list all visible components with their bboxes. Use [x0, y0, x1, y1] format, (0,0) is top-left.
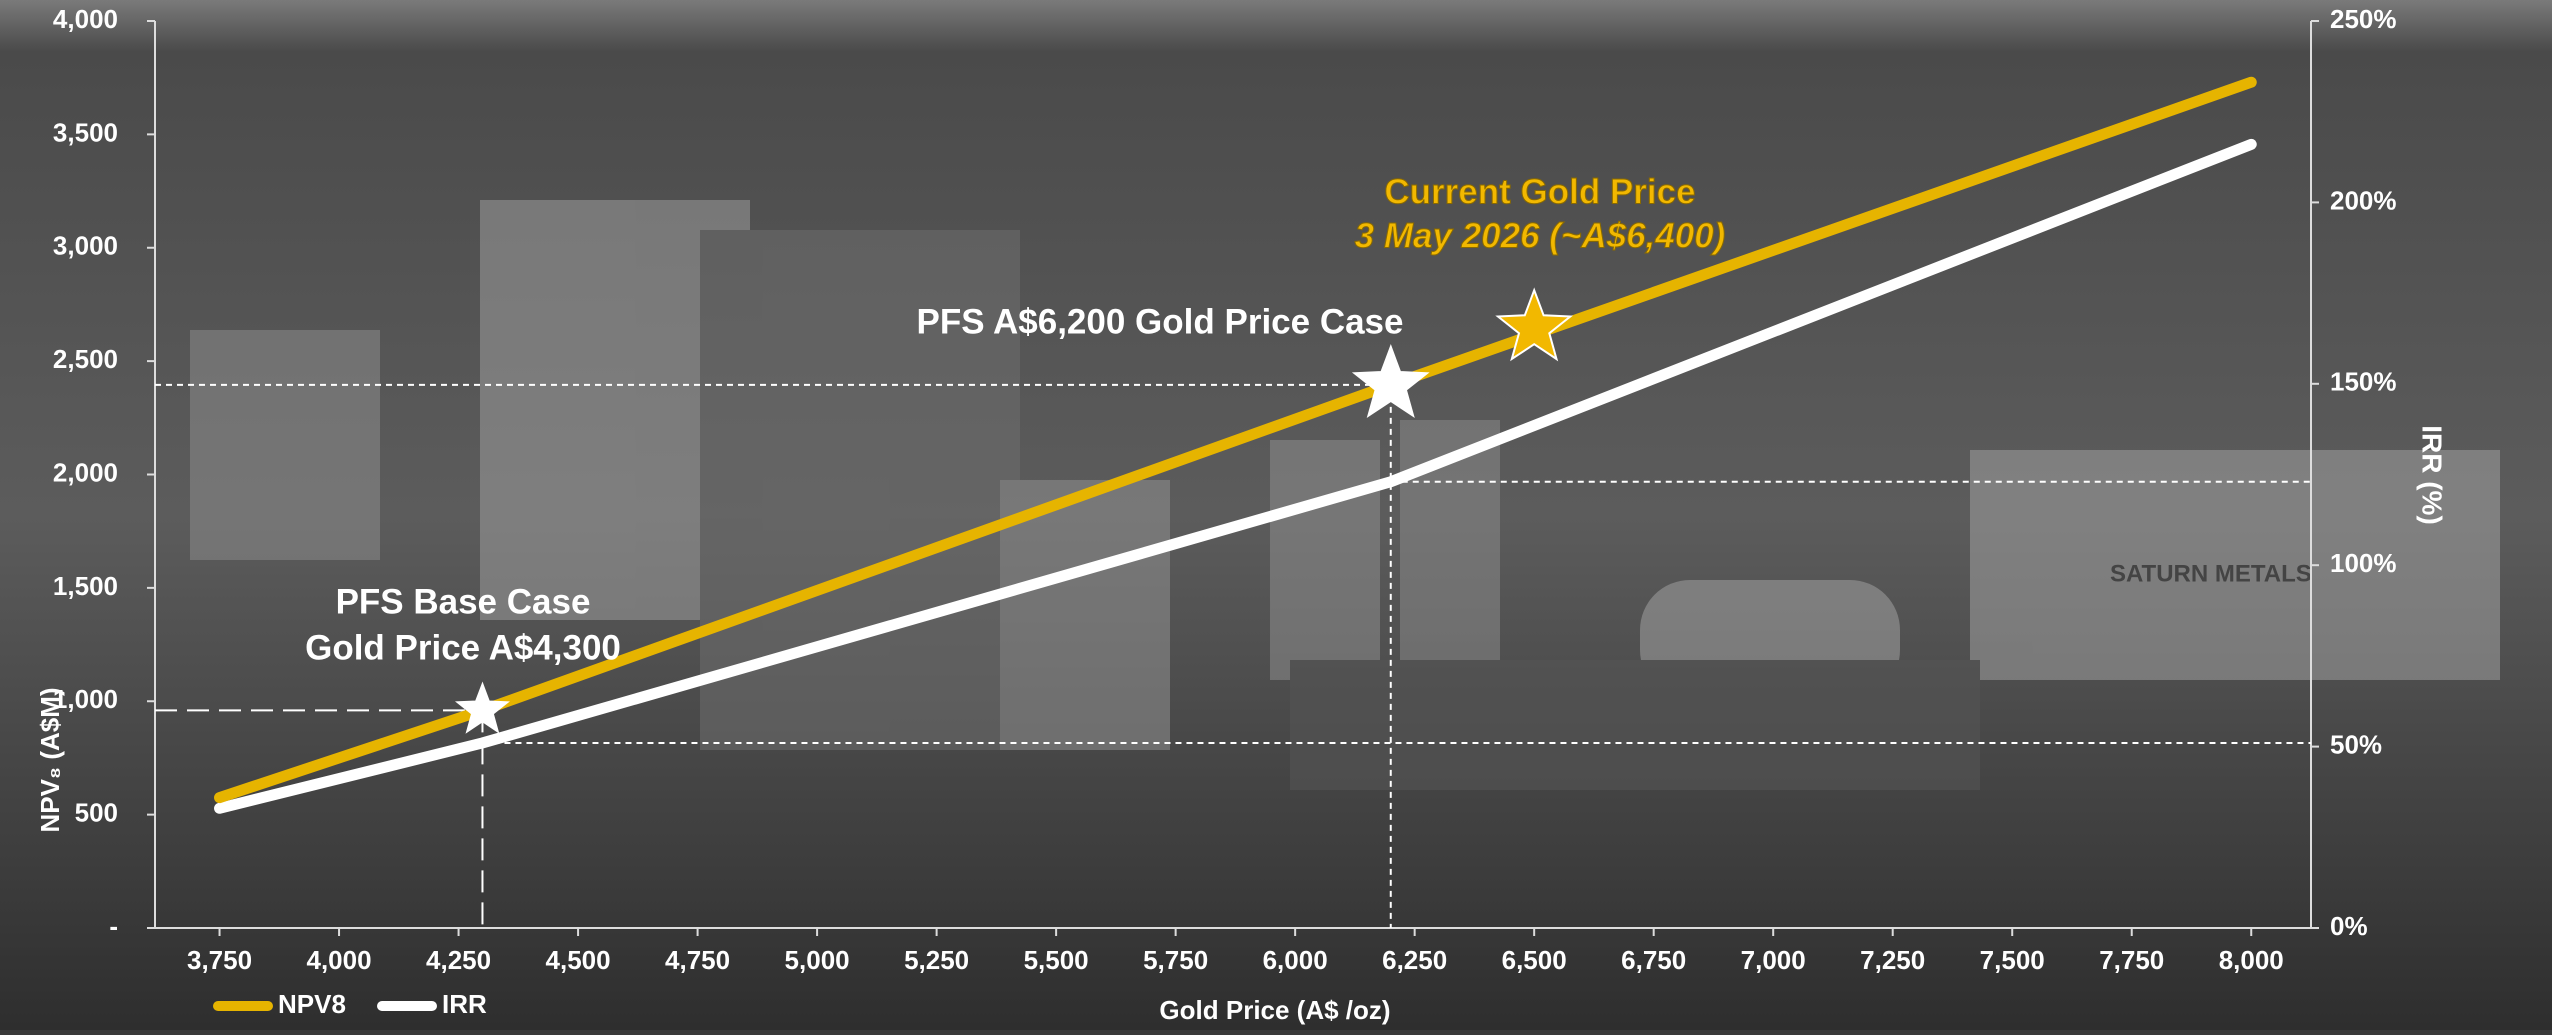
y2-tick-label: 0% — [2330, 911, 2368, 941]
x-tick-label: 6,750 — [1621, 945, 1686, 975]
x-axis-title: Gold Price (A$ /oz) — [1159, 995, 1390, 1025]
y2-tick-label: 200% — [2330, 185, 2397, 215]
x-tick-label: 4,000 — [307, 945, 372, 975]
y-tick-label: 2,500 — [53, 344, 118, 374]
x-tick-label: 7,000 — [1741, 945, 1806, 975]
y-tick-label: 1,000 — [53, 684, 118, 714]
x-tick-label: 5,750 — [1143, 945, 1208, 975]
x-tick-label: 7,500 — [1980, 945, 2045, 975]
annotation: PFS A$6,200 Gold Price Case — [917, 302, 1404, 341]
legend-label: NPV8 — [278, 989, 346, 1019]
x-tick-label: 4,500 — [546, 945, 611, 975]
y-tick-label: 500 — [75, 798, 118, 828]
y-tick-label: 1,500 — [53, 571, 118, 601]
y-tick-label: 4,000 — [53, 4, 118, 34]
annotation: PFS Base Case — [336, 582, 591, 621]
star-marker — [1351, 344, 1430, 419]
x-tick-label: 5,250 — [904, 945, 969, 975]
x-tick-label: 6,250 — [1382, 945, 1447, 975]
annotation: Current Gold Price — [1384, 172, 1695, 211]
y2-tick-label: 50% — [2330, 729, 2382, 759]
y-tick-label: 2,000 — [53, 457, 118, 487]
y2-axis-title: IRR (%) — [2417, 425, 2448, 525]
background-plant — [190, 200, 2500, 790]
legend-label: IRR — [442, 989, 487, 1019]
x-tick-label: 3,750 — [187, 945, 252, 975]
y2-tick-label: 100% — [2330, 548, 2397, 578]
x-tick-label: 4,250 — [426, 945, 491, 975]
y-tick-label: 3,000 — [53, 231, 118, 261]
y-tick-label: - — [109, 911, 118, 941]
x-tick-label: 6,500 — [1502, 945, 1567, 975]
background-label: SATURN METALS — [2110, 560, 2312, 587]
star-marker — [454, 681, 510, 734]
annotation: 3 May 2026 (~A$6,400) — [1355, 216, 1726, 255]
y2-tick-label: 150% — [2330, 367, 2397, 397]
y2-tick-label: 250% — [2330, 4, 2397, 34]
x-tick-label: 7,250 — [1860, 945, 1925, 975]
x-tick-label: 5,500 — [1024, 945, 1089, 975]
x-tick-label: 5,000 — [785, 945, 850, 975]
series-line — [214, 76, 2257, 804]
x-tick-label: 7,750 — [2099, 945, 2164, 975]
annotation: Gold Price A$4,300 — [305, 628, 621, 667]
y-tick-label: 3,500 — [53, 117, 118, 147]
x-tick-label: 8,000 — [2219, 945, 2284, 975]
y-axis-title: NPV₈ (A$M) — [35, 687, 65, 832]
x-tick-label: 6,000 — [1263, 945, 1328, 975]
star-marker — [1495, 287, 1574, 362]
x-tick-label: 4,750 — [665, 945, 730, 975]
series-line — [214, 138, 2257, 814]
